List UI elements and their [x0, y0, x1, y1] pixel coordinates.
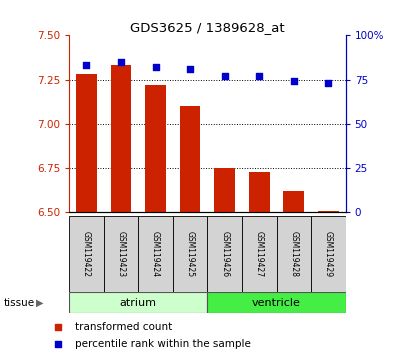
Text: transformed count: transformed count	[75, 322, 172, 332]
Point	[325, 80, 331, 86]
Text: ventricle: ventricle	[252, 298, 301, 308]
FancyBboxPatch shape	[69, 216, 103, 292]
Text: GSM119426: GSM119426	[220, 231, 229, 277]
Bar	[214, 168, 235, 212]
Point	[83, 63, 90, 68]
Point	[118, 59, 124, 65]
Bar	[145, 85, 166, 212]
Text: GSM119427: GSM119427	[255, 231, 264, 277]
Text: GSM119428: GSM119428	[289, 231, 298, 277]
Text: GSM119422: GSM119422	[82, 231, 91, 277]
Bar	[180, 106, 201, 212]
Point	[187, 66, 193, 72]
Point	[256, 73, 262, 79]
Text: GSM119423: GSM119423	[117, 231, 126, 277]
FancyBboxPatch shape	[69, 292, 207, 313]
FancyBboxPatch shape	[207, 292, 346, 313]
Text: GSM119425: GSM119425	[186, 231, 195, 277]
Text: atrium: atrium	[120, 298, 157, 308]
FancyBboxPatch shape	[207, 216, 242, 292]
FancyBboxPatch shape	[276, 216, 311, 292]
Bar	[111, 65, 131, 212]
Point	[291, 79, 297, 84]
Point	[222, 73, 228, 79]
Text: GSM119429: GSM119429	[324, 231, 333, 277]
FancyBboxPatch shape	[173, 216, 207, 292]
FancyBboxPatch shape	[311, 216, 346, 292]
FancyBboxPatch shape	[138, 216, 173, 292]
Text: tissue: tissue	[4, 298, 35, 308]
FancyBboxPatch shape	[242, 216, 276, 292]
Text: ▶: ▶	[36, 298, 43, 308]
Bar	[76, 74, 97, 212]
Point	[55, 342, 61, 347]
Bar	[284, 191, 304, 212]
Point	[55, 324, 61, 330]
Text: GSM119424: GSM119424	[151, 231, 160, 277]
Text: percentile rank within the sample: percentile rank within the sample	[75, 339, 250, 349]
FancyBboxPatch shape	[103, 216, 138, 292]
Bar	[249, 172, 270, 212]
Point	[152, 64, 159, 70]
Bar	[318, 211, 339, 212]
Title: GDS3625 / 1389628_at: GDS3625 / 1389628_at	[130, 21, 285, 34]
